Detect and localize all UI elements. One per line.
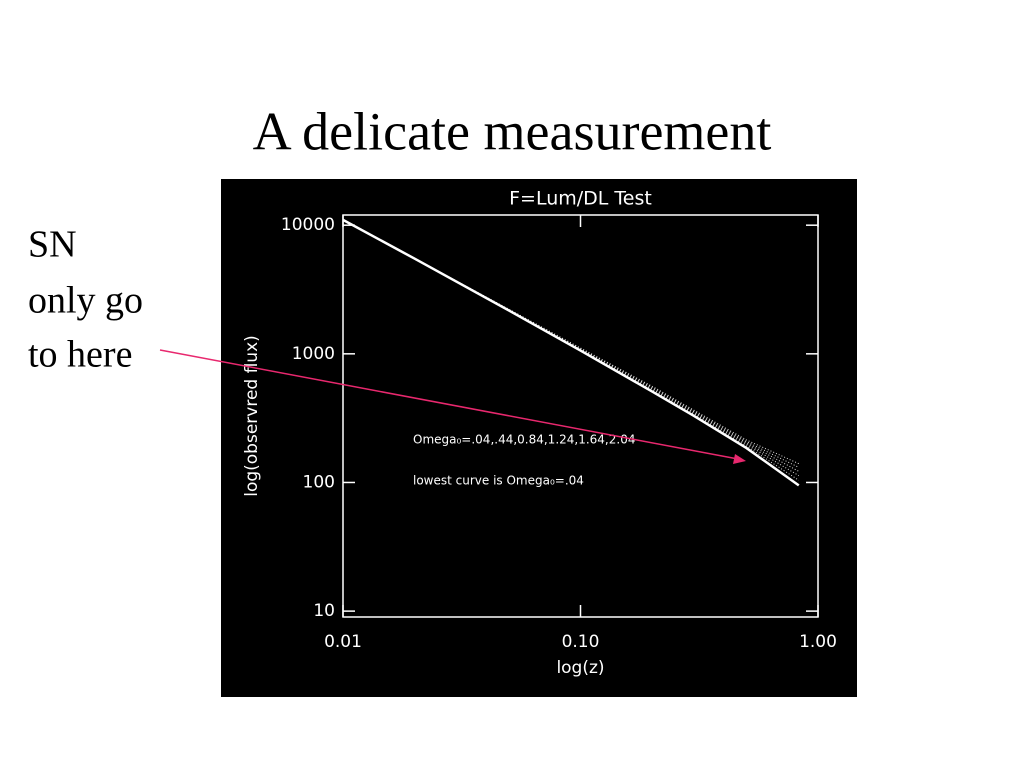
x-tick-label: 1.00 bbox=[799, 632, 837, 652]
x-tick-label: 0.01 bbox=[324, 632, 362, 652]
annotation: Omega₀=.04,.44,0.84,1.24,1.64,2.04 bbox=[413, 433, 635, 447]
y-tick-label: 1000 bbox=[292, 344, 335, 364]
y-axis-label: log(observred flux) bbox=[242, 335, 262, 497]
y-tick-label: 10000 bbox=[281, 215, 335, 235]
chart-background bbox=[221, 179, 857, 697]
x-axis-label: log(z) bbox=[556, 658, 604, 678]
arrow-head bbox=[733, 454, 746, 464]
note-line: only go bbox=[28, 280, 143, 322]
x-tick-label: 0.10 bbox=[562, 632, 600, 652]
arrow-line bbox=[159, 349, 739, 460]
slide-title: A delicate measurement bbox=[253, 101, 772, 161]
chart-title: F=Lum/DL Test bbox=[509, 188, 652, 210]
annotation: lowest curve is Omega₀=.04 bbox=[413, 474, 584, 488]
note-line: SN bbox=[28, 224, 77, 266]
plot: F=Lum/DL Test log(z) log(observred flux) 0.… bbox=[242, 188, 837, 679]
curve bbox=[342, 218, 800, 487]
y-tick-label: 10 bbox=[313, 601, 335, 621]
note-line: to here bbox=[28, 334, 132, 376]
y-tick-label: 100 bbox=[303, 472, 335, 492]
